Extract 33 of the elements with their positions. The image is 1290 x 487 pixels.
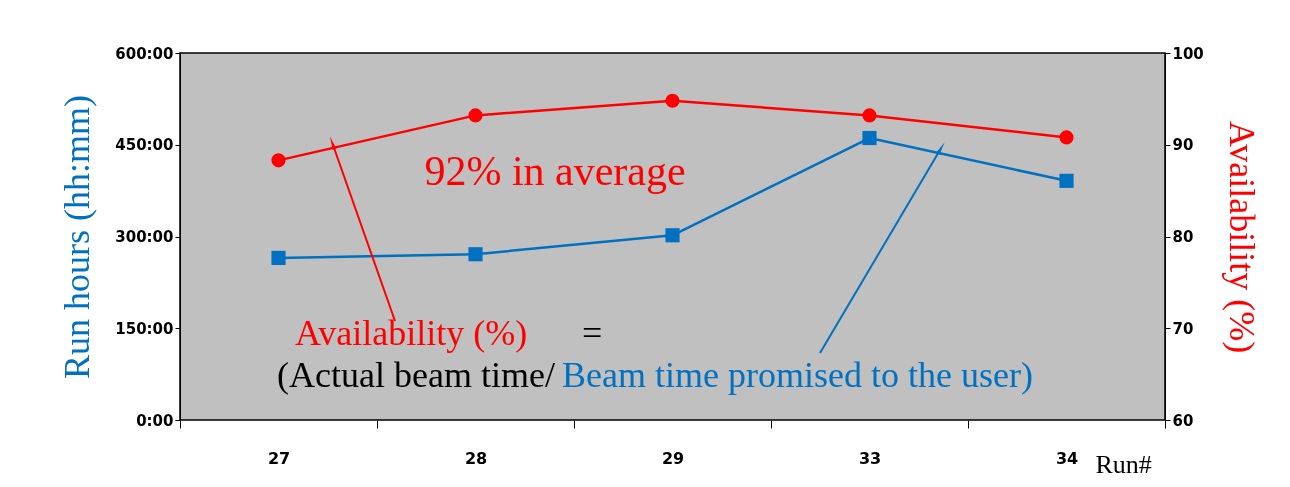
point (271, 250, 286, 265)
point (665, 93, 680, 108)
x-tick-label: 33 (858, 448, 882, 468)
annotation: 92% in average (424, 148, 686, 194)
y-tick-label: 0:00 (136, 411, 174, 430)
x-axis-title: Run# (1095, 449, 1152, 479)
point (1059, 173, 1074, 188)
y2-tick-label: 80 (1172, 228, 1194, 246)
y-tick-label: 300:00 (115, 228, 174, 246)
x-tick-label: 34 (1055, 448, 1079, 468)
annotation: Availability (%) (295, 313, 528, 353)
point (468, 247, 483, 262)
y-axis-title: Run hours (hh:mm) (57, 95, 98, 379)
x-tick-label: 28 (464, 448, 488, 468)
y-tick-label: 600:00 (115, 44, 174, 63)
point (862, 130, 877, 146)
y-tick-label: 450:00 (115, 136, 174, 155)
y2-tick-label: 70 (1172, 319, 1194, 338)
point (271, 153, 286, 168)
y2-tick-label: 100 (1172, 44, 1204, 63)
y2-axis-title: Availability (%) (1221, 120, 1262, 354)
point (1059, 130, 1074, 145)
x-tick-label: 27 (267, 448, 291, 468)
annotation: = (582, 313, 603, 353)
annotation: (Actual beam time/ (277, 355, 555, 395)
annotation: Beam time promised to the user) (562, 355, 1033, 395)
point (862, 108, 877, 123)
y2-tick-label: 60 (1172, 411, 1194, 430)
y-tick-label: 150:00 (115, 319, 174, 338)
y2-tick-label: 90 (1172, 136, 1194, 155)
point (468, 108, 483, 123)
x-tick-label: 29 (661, 448, 685, 468)
point (665, 228, 680, 243)
